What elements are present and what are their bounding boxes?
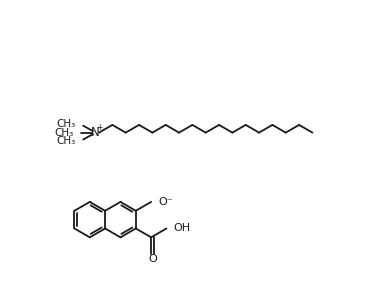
Text: O: O bbox=[148, 254, 157, 264]
Text: CH₃: CH₃ bbox=[54, 128, 74, 138]
Text: CH₃: CH₃ bbox=[56, 136, 76, 146]
Text: N: N bbox=[91, 126, 100, 139]
Text: CH₃: CH₃ bbox=[56, 119, 76, 129]
Text: O⁻: O⁻ bbox=[159, 197, 173, 207]
Text: +: + bbox=[97, 123, 103, 132]
Text: OH: OH bbox=[173, 224, 190, 234]
